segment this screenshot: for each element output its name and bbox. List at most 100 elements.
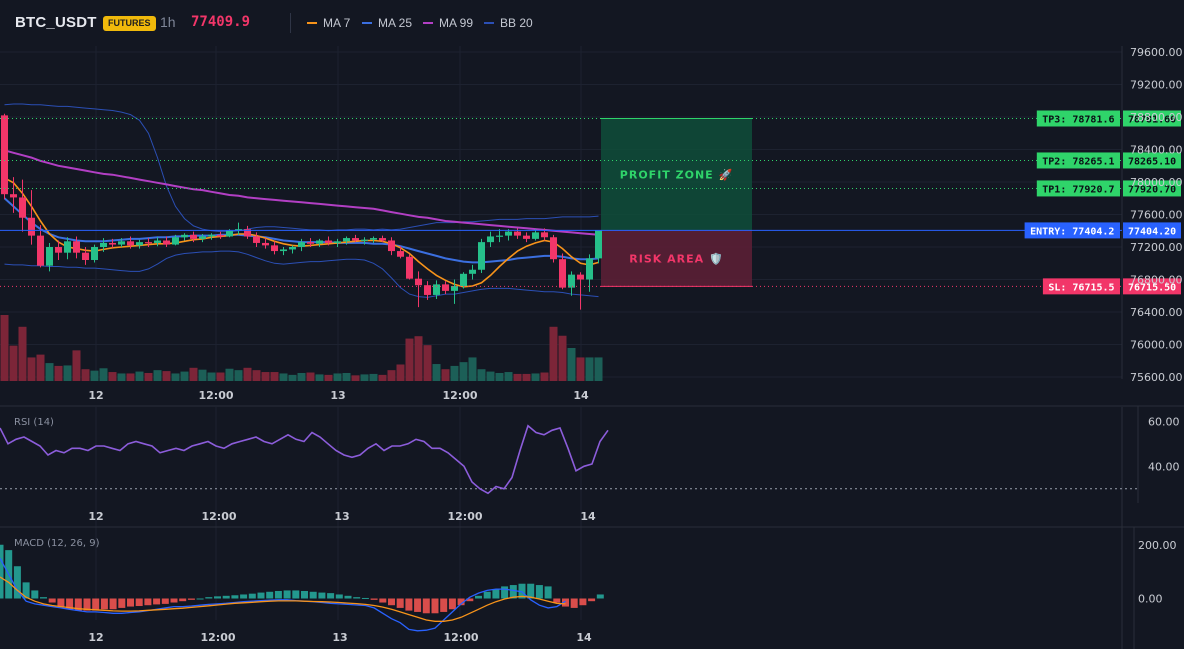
- volume-bar: [225, 368, 234, 381]
- macd-histogram-bar: [431, 598, 439, 614]
- volume-bar: [396, 364, 405, 381]
- candle-body: [505, 231, 512, 236]
- candle-body: [244, 229, 251, 237]
- sl-tag-box: [1042, 278, 1120, 295]
- rsi-pane: RSI (14) 60.00 40.00 12 12:00 13 12:00 14: [0, 406, 1180, 523]
- volume-bar: [486, 371, 495, 381]
- macd-histogram-bar: [301, 590, 308, 599]
- volume-bar: [270, 372, 279, 381]
- volume-bar: [9, 345, 18, 381]
- candle-body: [559, 259, 566, 288]
- volume-bar: [171, 373, 180, 381]
- time-tick-label: 12:00: [442, 389, 477, 402]
- entry-tag: ENTRY: 77404.2: [1030, 226, 1114, 237]
- macd-histogram-bar: [475, 595, 482, 599]
- price-tick-label: 78800.00: [1130, 111, 1183, 124]
- candle-body: [343, 238, 350, 242]
- legend-ma7[interactable]: MA 7: [307, 16, 350, 30]
- candle-body: [181, 234, 188, 238]
- macd-time-tick: 12:00: [200, 631, 235, 644]
- macd-histogram-bar: [214, 596, 221, 599]
- candle-body: [10, 194, 17, 198]
- tp1-tag-box: [1036, 180, 1120, 197]
- legend-ma99[interactable]: MA 99: [423, 16, 473, 30]
- candle-body: [487, 236, 494, 243]
- candle-body: [433, 284, 440, 295]
- macd-tick-label: 0.00: [1138, 593, 1163, 606]
- volume-bar: [0, 315, 9, 381]
- volume-bar: [243, 367, 252, 381]
- macd-histogram-bar: [405, 598, 413, 611]
- volume-bar: [108, 372, 117, 381]
- price-tick-label: 79600.00: [1130, 46, 1183, 59]
- volume-bar: [90, 370, 99, 381]
- candle-body: [325, 240, 332, 243]
- price-tick-label: 79200.00: [1130, 79, 1183, 92]
- volume-bar: [63, 365, 72, 381]
- legend-label: MA 7: [323, 16, 351, 30]
- candle-body: [145, 242, 152, 244]
- tp2-tag-box: [1036, 152, 1120, 169]
- volume-bar: [162, 371, 171, 381]
- candle-body: [28, 217, 35, 236]
- rsi-time-tick: 14: [580, 510, 596, 523]
- candle-body: [262, 242, 269, 246]
- candle-body: [442, 284, 449, 291]
- sl-tag: SL: 76715.5: [1048, 282, 1114, 293]
- volume-bar: [36, 354, 45, 381]
- macd-histogram-bar: [240, 594, 248, 599]
- legend-bb20[interactable]: BB 20: [484, 16, 533, 30]
- candle-body: [82, 252, 89, 260]
- legend-ma25[interactable]: MA 25: [362, 16, 412, 30]
- volume-bar: [252, 370, 261, 381]
- volume-bar: [234, 370, 243, 381]
- candle-body: [586, 258, 593, 280]
- timeframe-label[interactable]: 1h: [160, 14, 176, 30]
- macd-histogram-bar: [100, 598, 108, 610]
- macd-histogram-bar: [74, 598, 82, 611]
- volume-bar: [72, 350, 81, 381]
- volume-bar: [414, 336, 423, 381]
- candle-body: [100, 242, 107, 247]
- candle-body: [127, 241, 134, 246]
- candle-body: [406, 256, 413, 279]
- macd-line: [0, 557, 566, 632]
- price-tick-label: 77200.00: [1130, 241, 1183, 254]
- symbol-name[interactable]: BTC_USDT: [15, 14, 97, 31]
- entry-tag-box: [1024, 222, 1120, 239]
- volume-bar: [288, 374, 297, 381]
- rsi-time-tick: 12: [88, 510, 103, 523]
- macd-histogram-bar: [48, 598, 56, 603]
- macd-histogram-bar: [57, 598, 65, 607]
- macd-histogram-bar: [422, 598, 430, 614]
- macd-histogram-bar: [231, 595, 239, 599]
- price-tick-label: 77600.00: [1130, 209, 1183, 222]
- rsi-tick-label: 40.00: [1148, 460, 1180, 473]
- candle-body: [190, 234, 197, 239]
- candle-body: [568, 274, 575, 288]
- rsi-tick-label: 60.00: [1148, 415, 1180, 428]
- legend-label: BB 20: [500, 16, 533, 30]
- profit-zone: [601, 118, 752, 231]
- candle-body: [361, 239, 368, 241]
- volume-bar: [378, 374, 387, 381]
- legend-label: MA 25: [378, 16, 413, 30]
- time-axis-band: [0, 379, 1184, 407]
- macd-signal-line: [0, 576, 566, 622]
- macd-histogram-bar: [318, 592, 326, 599]
- candle-body: [19, 197, 26, 218]
- volume-bar: [81, 369, 90, 381]
- legend-label: MA 99: [439, 16, 474, 30]
- time-tick-label: 13: [330, 389, 345, 402]
- volume-bar: [324, 374, 333, 381]
- ma99-line: [4, 149, 599, 236]
- rsi-time-tick: 13: [334, 510, 349, 523]
- candle-body: [199, 236, 206, 239]
- candle-body: [154, 240, 161, 243]
- risk-zone-label: RISK AREA 🛡️: [629, 252, 723, 265]
- price-axis[interactable]: 79600.00 79200.00 78800.00 78400.00 78000.00…: [88, 46, 1182, 402]
- candle-body: [478, 242, 485, 270]
- candle-body: [541, 232, 548, 238]
- macd-histogram-bar: [466, 598, 474, 602]
